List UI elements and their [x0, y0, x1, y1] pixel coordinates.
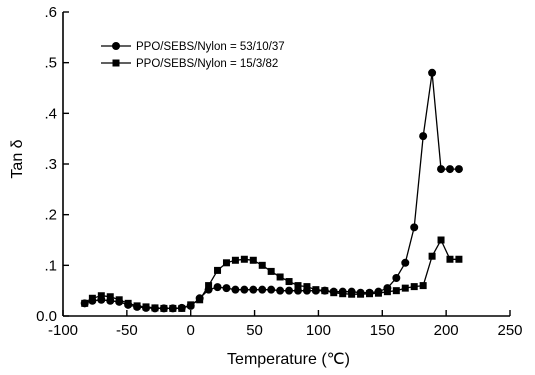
series-1-point — [240, 285, 249, 294]
series-2-point — [142, 303, 150, 311]
legend-label-2: PPO/SEBS/Nylon = 15/3/82 — [136, 58, 278, 70]
x-tick-label: 50 — [246, 322, 263, 339]
series-2-point — [258, 261, 266, 269]
x-tick-label: 200 — [434, 322, 459, 339]
series-2-point — [330, 289, 338, 297]
series-2-point — [267, 267, 275, 275]
series-2-point — [383, 288, 391, 296]
legend-label-1: PPO/SEBS/Nylon = 53/10/37 — [136, 41, 285, 53]
series-2-point — [196, 296, 204, 304]
series-2-point — [276, 273, 284, 281]
series-2-point — [366, 290, 374, 298]
series-2-point — [312, 286, 320, 294]
series-2-point — [151, 304, 159, 312]
series-2-point — [178, 304, 186, 312]
ticks-group: -100 -50 0 50 100 150 200 250 0.0 .1 .2 .3 .4 .5 .6 — [36, 4, 522, 339]
series-2-point — [249, 256, 257, 264]
y-tick-label: .5 — [44, 55, 57, 72]
series-1-point — [428, 68, 437, 77]
series-2-point — [410, 283, 418, 291]
series-2-point — [401, 284, 409, 292]
series-2-point — [446, 255, 454, 263]
series-2-point — [419, 282, 427, 290]
series-1-point — [276, 286, 285, 295]
series-2-point — [357, 290, 365, 298]
series-1-point — [392, 274, 401, 282]
series-2-point — [222, 259, 230, 267]
series-1-point — [419, 132, 428, 141]
x-tick-label: 150 — [370, 322, 395, 339]
series-2-point — [455, 255, 463, 263]
series-2-point — [115, 296, 123, 304]
series-2-point — [348, 290, 356, 298]
series-1-point — [258, 285, 267, 294]
y-tick-label: .1 — [44, 257, 57, 274]
x-tick-label: -50 — [116, 322, 138, 339]
series-1-point — [231, 285, 240, 294]
series-1-point — [410, 223, 419, 232]
series-2 — [81, 236, 463, 312]
y-tick-label: .3 — [44, 156, 57, 173]
series-2-point — [428, 252, 436, 260]
series-2-point — [231, 256, 239, 264]
y-tick-label: .6 — [44, 4, 57, 21]
y-tick-label: 0.0 — [36, 308, 57, 325]
y-axis-title: Tan δ — [9, 139, 26, 178]
series-2-point — [437, 236, 445, 244]
series-2-point — [303, 283, 311, 291]
series-1-point — [454, 165, 463, 174]
series-1-point — [285, 286, 294, 295]
series-1-point — [222, 284, 231, 293]
series-2-point — [339, 290, 347, 298]
series-1 — [80, 68, 463, 313]
series-1-point — [213, 283, 222, 292]
series-2-point — [106, 293, 114, 301]
series-1-point — [445, 165, 454, 174]
series-2-point — [294, 282, 302, 290]
x-tick-label: -100 — [48, 322, 78, 339]
x-axis-title: Temperature (℃) — [227, 351, 350, 368]
x-tick-label: 250 — [497, 322, 522, 339]
series-2-point — [214, 266, 222, 274]
series-2-point — [133, 302, 141, 310]
series-1-point — [401, 258, 410, 267]
series-2-point — [374, 289, 382, 297]
series-2-point — [169, 304, 177, 312]
legend-marker-2 — [112, 59, 120, 67]
series-2-point — [392, 287, 400, 295]
series-2-point — [88, 294, 96, 302]
series-2-point — [240, 255, 248, 263]
series-2-point — [205, 282, 213, 290]
series-2-point — [321, 287, 329, 295]
y-tick-label: .2 — [44, 207, 57, 224]
legend: PPO/SEBS/Nylon = 53/10/37 PPO/SEBS/Nylon … — [101, 41, 285, 70]
series-2-point — [285, 278, 293, 286]
axes-group — [62, 12, 510, 317]
series-2-point — [124, 299, 132, 307]
series-2-point — [160, 304, 168, 312]
series-1-point — [267, 285, 276, 294]
series-2-point — [81, 299, 89, 307]
series-2-point — [97, 292, 105, 300]
series-2-point — [187, 301, 195, 309]
series-1-point — [249, 285, 258, 294]
series-group — [80, 68, 463, 313]
x-tick-label: 100 — [306, 322, 331, 339]
x-tick-label: 0 — [187, 322, 195, 339]
series-1-point — [437, 165, 446, 174]
y-tick-label: .4 — [44, 105, 57, 122]
legend-marker-1 — [112, 42, 120, 50]
